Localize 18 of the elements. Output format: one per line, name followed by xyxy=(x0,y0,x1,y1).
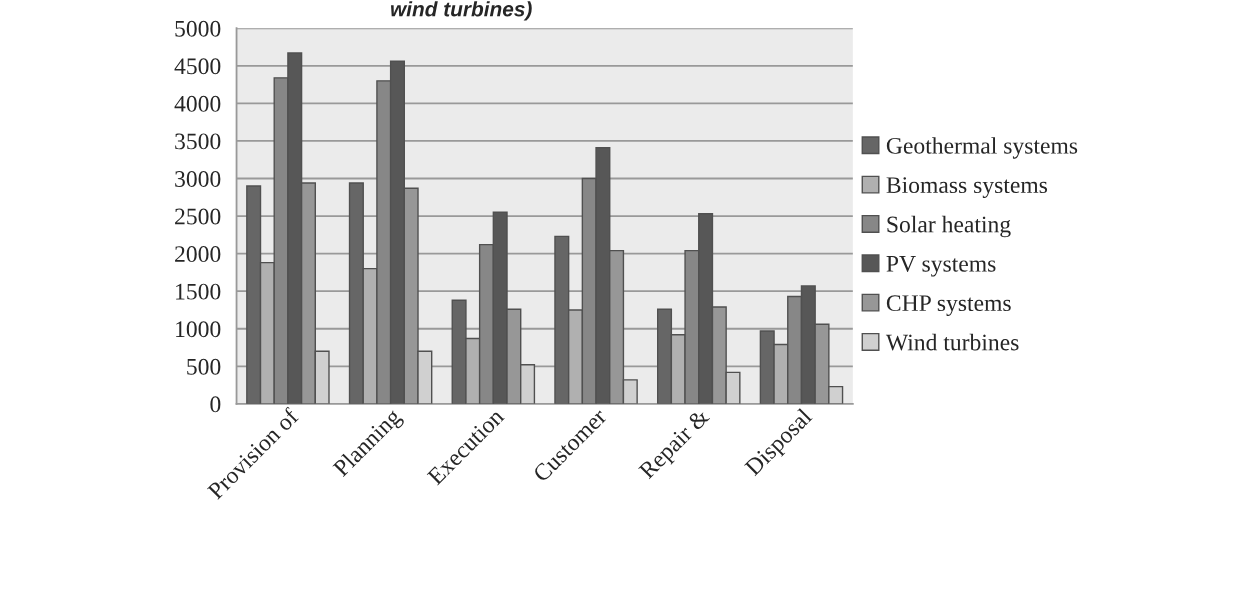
y-tick-label: 3500 xyxy=(175,133,221,150)
y-tick-label: 5000 xyxy=(175,20,221,37)
legend-label: CHP systems xyxy=(886,295,1011,316)
y-tick-label: 3000 xyxy=(175,170,221,187)
y-tick-label: 0 xyxy=(210,396,221,413)
legend-label: Wind turbines xyxy=(885,333,1019,351)
legend-label: Biomass systems xyxy=(886,177,1048,198)
y-tick-label: 2000 xyxy=(175,246,221,263)
y-tick-label: 4500 xyxy=(174,58,221,75)
legend-label: Geothermal systems xyxy=(886,137,1078,159)
y-tick-label: 1000 xyxy=(176,321,221,338)
chart-title: wind turbines) xyxy=(391,1,532,21)
y-tick-label: 4000 xyxy=(174,95,221,112)
y-tick-label: 2500 xyxy=(175,208,221,225)
legend-label: PV systems xyxy=(886,256,996,277)
y-tick-label: 1500 xyxy=(176,283,221,300)
y-tick-label: 500 xyxy=(187,358,221,375)
legend-label: Solar heating xyxy=(887,215,1011,238)
